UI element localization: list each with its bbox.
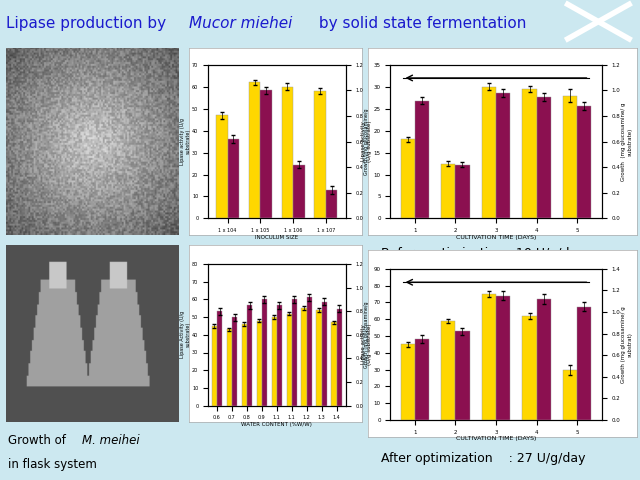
Bar xyxy=(337,309,342,406)
Bar xyxy=(577,106,591,218)
Y-axis label: Lipase activity
(U/g substrate): Lipase activity (U/g substrate) xyxy=(362,121,372,162)
Y-axis label: Growth  (mg glucosamine/ g
substrate): Growth (mg glucosamine/ g substrate) xyxy=(621,102,632,181)
Bar xyxy=(307,297,312,406)
Text: After optimization    : 27 U/g/day: After optimization : 27 U/g/day xyxy=(381,452,586,465)
Y-axis label: Growth (mg glucosamine/g
substrat): Growth (mg glucosamine/g substrat) xyxy=(364,108,375,175)
Bar xyxy=(287,313,292,406)
Y-axis label: Growth (mg glucosamine/g
substrat): Growth (mg glucosamine/g substrat) xyxy=(364,301,375,368)
Bar xyxy=(332,323,337,406)
Bar xyxy=(563,96,577,218)
Text: in flask system: in flask system xyxy=(8,458,97,471)
Bar xyxy=(262,300,267,406)
Bar xyxy=(496,93,510,218)
X-axis label: CULTIVATION TIME (DAYS): CULTIVATION TIME (DAYS) xyxy=(456,235,536,240)
Bar xyxy=(401,345,415,420)
Bar xyxy=(536,299,551,420)
Bar xyxy=(536,97,551,218)
Y-axis label: Lipase activity (U/g
substrate): Lipase activity (U/g substrate) xyxy=(180,118,191,165)
Text: Mucor miehei: Mucor miehei xyxy=(189,16,292,31)
Bar xyxy=(577,307,591,420)
Bar xyxy=(482,87,496,218)
Bar xyxy=(441,164,456,218)
Bar xyxy=(522,316,536,420)
Bar xyxy=(482,294,496,420)
Bar xyxy=(282,87,293,218)
X-axis label: CULTIVATION TIME (DAYS): CULTIVATION TIME (DAYS) xyxy=(456,436,536,441)
Bar xyxy=(301,308,307,406)
Bar xyxy=(456,331,470,420)
Bar xyxy=(227,329,232,406)
X-axis label: INOCULUM SIZE: INOCULUM SIZE xyxy=(255,235,298,240)
Text: Growth of: Growth of xyxy=(8,434,70,447)
Bar xyxy=(563,370,577,420)
Y-axis label: Growth (mg glucosamine/ g
substrat): Growth (mg glucosamine/ g substrat) xyxy=(621,306,632,383)
Bar xyxy=(496,296,510,420)
Bar xyxy=(415,339,429,420)
Bar xyxy=(216,115,228,218)
Bar xyxy=(260,90,272,218)
Bar xyxy=(277,305,282,406)
Y-axis label: Lipase activity
(U/g substrate): Lipase activity (U/g substrate) xyxy=(362,324,372,365)
Text: Lipase production by: Lipase production by xyxy=(6,16,172,31)
Bar xyxy=(257,321,262,406)
Bar xyxy=(322,302,327,406)
Bar xyxy=(401,139,415,218)
Bar xyxy=(415,101,429,218)
Text: Before optimization : 10 U/g/day: Before optimization : 10 U/g/day xyxy=(381,247,585,260)
Bar xyxy=(456,165,470,218)
Bar xyxy=(232,317,237,406)
Bar xyxy=(316,310,322,406)
X-axis label: WATER CONTENT (%W/W): WATER CONTENT (%W/W) xyxy=(241,422,312,427)
Bar xyxy=(271,317,277,406)
Bar xyxy=(441,321,456,420)
Bar xyxy=(326,190,337,218)
Bar xyxy=(212,326,217,406)
Y-axis label: Lipase Activity (U/g
substrate): Lipase Activity (U/g substrate) xyxy=(180,311,191,359)
Bar xyxy=(249,83,260,218)
Bar xyxy=(247,305,252,406)
Bar xyxy=(314,91,326,218)
Bar xyxy=(522,89,536,218)
Bar xyxy=(293,165,305,218)
Text: M. meihei: M. meihei xyxy=(83,434,140,447)
Text: by solid state fermentation: by solid state fermentation xyxy=(314,16,526,31)
Bar xyxy=(217,311,222,406)
Bar xyxy=(242,324,247,406)
Bar xyxy=(292,300,297,406)
Bar xyxy=(228,139,239,218)
